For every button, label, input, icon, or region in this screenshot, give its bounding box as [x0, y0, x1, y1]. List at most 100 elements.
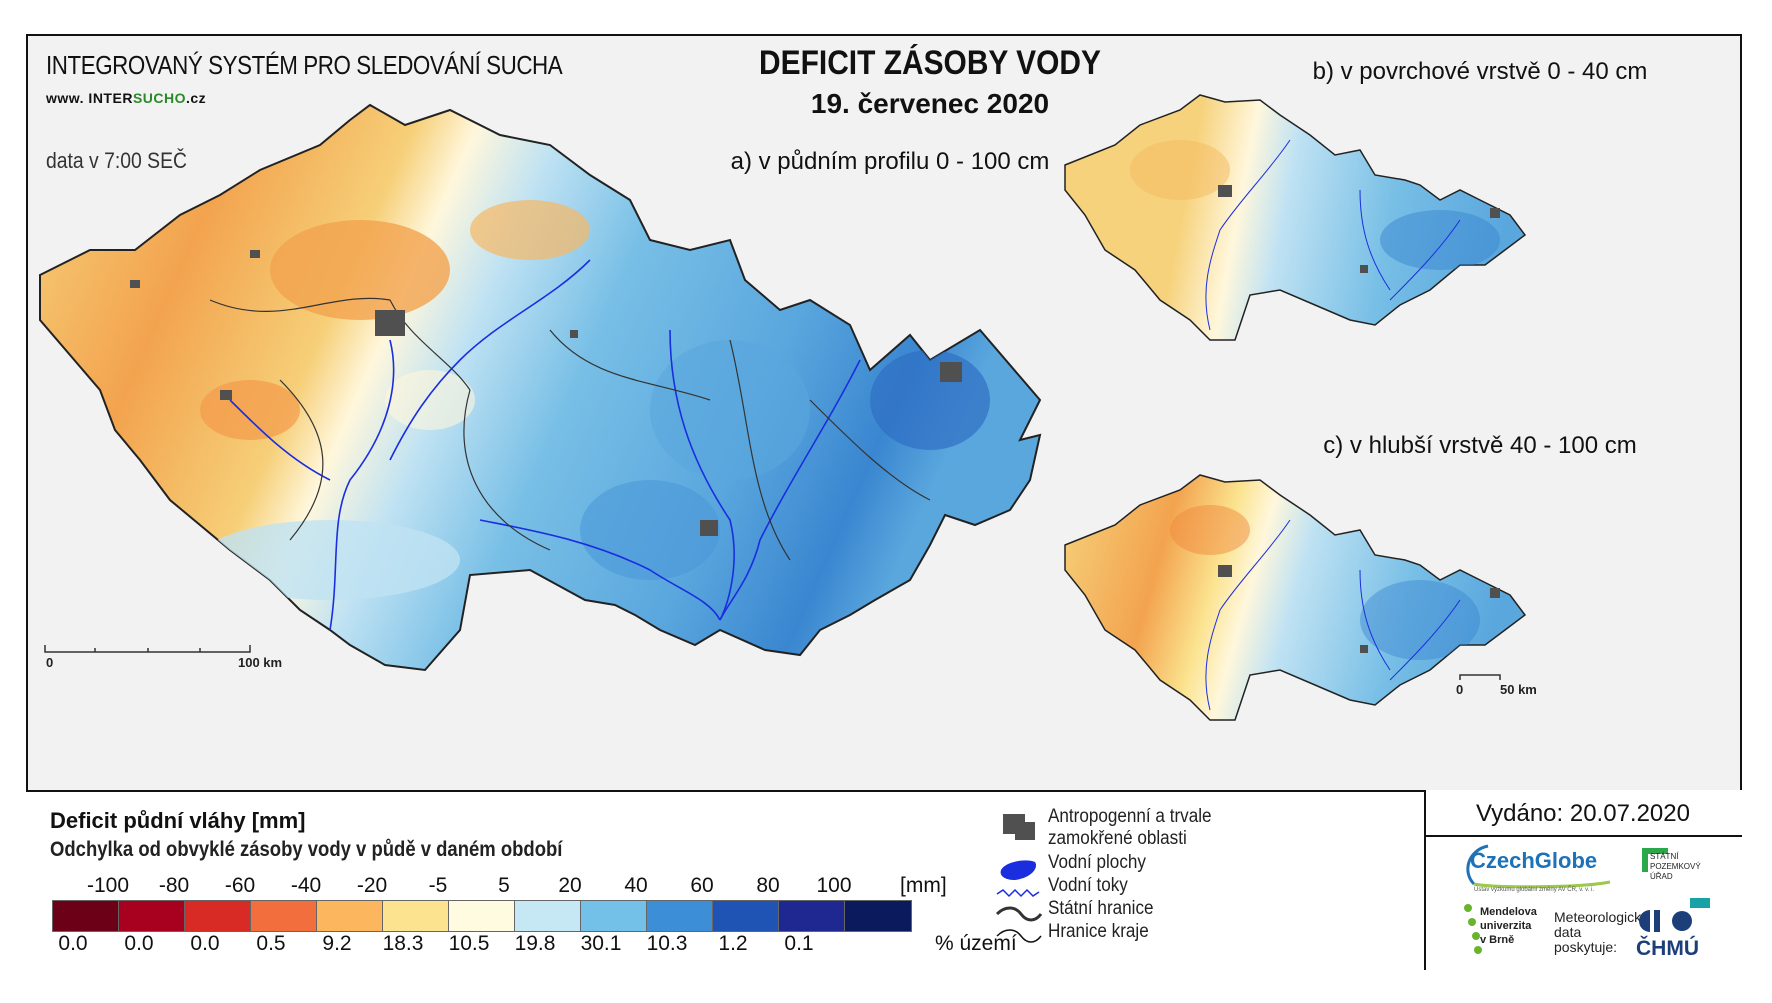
legend-percentage: 10.5 — [448, 932, 490, 955]
legend-percentage: 30.1 — [580, 932, 622, 955]
state-border-icon — [995, 906, 1043, 922]
legend-threshold: 100 — [816, 874, 852, 897]
small-scale-start: 0 — [1456, 682, 1464, 697]
spu-line-1: STÁTNÍ — [1650, 852, 1679, 861]
meteo-data-note: Meteorologická data poskytuje: — [1554, 910, 1649, 955]
legend-threshold: -20 — [356, 874, 388, 897]
data-time: data v 7:00 SEČ — [46, 148, 187, 173]
mendel-line-3: v Brně — [1480, 934, 1515, 946]
map-date: 19. červenec 2020 — [810, 88, 1050, 119]
anthropogenic-label: Antropogenní a trvale — [1048, 806, 1212, 827]
legend-threshold: 20 — [558, 874, 582, 897]
deep-map — [1064, 474, 1526, 721]
mendel-line-1: Mendelova — [1480, 906, 1537, 918]
legend-title: Deficit půdní vláhy [mm] — [50, 808, 306, 833]
map-title: DEFICIT ZÁSOBY VODY — [759, 44, 1101, 82]
anthropogenic-icon — [1003, 814, 1035, 840]
small-scale-end: 50 km — [1500, 682, 1537, 697]
legend-threshold: -5 — [428, 874, 448, 897]
region-border-label: Hranice kraje — [1048, 921, 1149, 942]
mendel-line-2: univerzita — [1480, 920, 1532, 932]
river-icon — [996, 888, 1040, 898]
legend-swatch — [845, 901, 911, 931]
spu-logo-mark — [1642, 848, 1668, 872]
legend-swatch — [383, 901, 449, 931]
legend-percentage: 19.8 — [514, 932, 556, 955]
deep-map-urban — [1218, 565, 1500, 653]
legend-swatch — [251, 901, 317, 931]
legend-percentage: 18.3 — [382, 932, 424, 955]
meteo-line-2: data — [1554, 924, 1582, 940]
chmu-logo-mark — [1639, 910, 1692, 932]
website-highlight: SUCHO — [132, 90, 186, 106]
legend-swatch — [581, 901, 647, 931]
urban-areas — [130, 250, 962, 536]
legend-swatch — [515, 901, 581, 931]
legend-swatch — [647, 901, 713, 931]
small-scale-bar — [1459, 674, 1501, 680]
issued-date: Vydáno: 20.07.2020 — [1476, 800, 1690, 827]
info-box — [1424, 790, 1742, 970]
legend-swatch — [317, 901, 383, 931]
legend-percentage: 0.1 — [784, 932, 814, 955]
legend-swatch — [53, 901, 119, 931]
main-scale-end: 100 km — [238, 655, 283, 670]
legend-swatch — [185, 901, 251, 931]
mendel-logo-dots — [1464, 904, 1482, 954]
meteo-line-1: Meteorologická — [1554, 909, 1649, 925]
surface-map-rivers — [1205, 139, 1461, 331]
legend-threshold: 40 — [624, 874, 648, 897]
region-borders — [209, 297, 931, 561]
feature-symbols — [995, 814, 1043, 943]
legend-swatch — [449, 901, 515, 931]
rivers-label: Vodní toky — [1048, 875, 1128, 896]
organization-name: INTEGROVANÝ SYSTÉM PRO SLEDOVÁNÍ SUCHA — [46, 50, 563, 80]
legend-unit: [mm] — [900, 874, 947, 897]
legend-percentage: 1.2 — [718, 932, 748, 955]
legend-threshold: -40 — [290, 874, 322, 897]
czechglobe-logo-mark — [1466, 844, 1611, 889]
main-map — [39, 104, 1041, 671]
legend-swatch — [713, 901, 779, 931]
spu-line-3: ÚŘAD — [1650, 872, 1673, 881]
surface-map-urban — [1218, 185, 1500, 273]
legend-threshold: 5 — [498, 874, 510, 897]
czechglobe-logo: CzechGlobe — [1470, 848, 1598, 873]
main-map-label: a) v půdním profilu 0 - 100 cm — [730, 148, 1050, 175]
water-body-icon — [1000, 860, 1037, 880]
legend-percentage: 0.5 — [256, 932, 286, 955]
legend-swatch — [119, 901, 185, 931]
legend-threshold: -100 — [86, 874, 130, 897]
spu-line-2: POZEMKOVÝ — [1650, 862, 1701, 871]
chmu-logo: ČHMÚ — [1636, 937, 1699, 960]
region-border-icon — [996, 929, 1042, 943]
legend-color-scale — [52, 900, 912, 932]
legend-percentage: 10.3 — [646, 932, 688, 955]
rivers — [229, 259, 861, 631]
website-suffix: .cz — [186, 90, 207, 106]
legend-subtitle: Odchylka od obvyklé zásoby vody v půdě v… — [50, 838, 563, 861]
legend-percentage: 0.0 — [190, 932, 220, 955]
legend-percentage: 0.0 — [58, 932, 88, 955]
legend-swatch — [779, 901, 845, 931]
surface-map-label: b) v povrchové vrstvě 0 - 40 cm — [1312, 58, 1648, 85]
surface-map — [1064, 94, 1526, 341]
legend-threshold: 60 — [690, 874, 714, 897]
legend-threshold: -60 — [224, 874, 256, 897]
legend-threshold: -80 — [158, 874, 190, 897]
mendel-logo: Mendelova univerzita v Brně — [1480, 905, 1537, 947]
legend-threshold: 80 — [756, 874, 780, 897]
main-scale-bar — [44, 645, 251, 653]
website-link[interactable]: www. INTERSUCHO.cz — [46, 90, 206, 106]
main-scale-start: 0 — [46, 655, 54, 670]
anthropogenic-label-2: zamokřené oblasti — [1048, 828, 1187, 849]
legend-percentage: 0.0 — [124, 932, 154, 955]
water-bodies-label: Vodní plochy — [1048, 852, 1146, 873]
spu-accent — [1690, 898, 1710, 908]
state-border-label: Státní hranice — [1048, 898, 1154, 919]
czechglobe-subtitle: Ústav výzkumu globální změny AV ČR, v. v… — [1474, 887, 1595, 893]
spu-logo: STÁTNÍ POZEMKOVÝ ÚŘAD — [1650, 852, 1701, 882]
website-prefix: www. INTER — [46, 90, 133, 106]
legend-percentage: 9.2 — [322, 932, 352, 955]
deep-map-label: c) v hlubší vrstvě 40 - 100 cm — [1323, 432, 1637, 459]
